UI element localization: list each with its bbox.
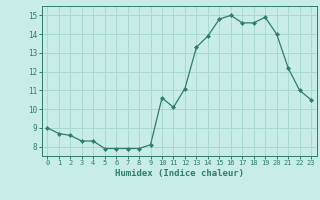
X-axis label: Humidex (Indice chaleur): Humidex (Indice chaleur)	[115, 169, 244, 178]
